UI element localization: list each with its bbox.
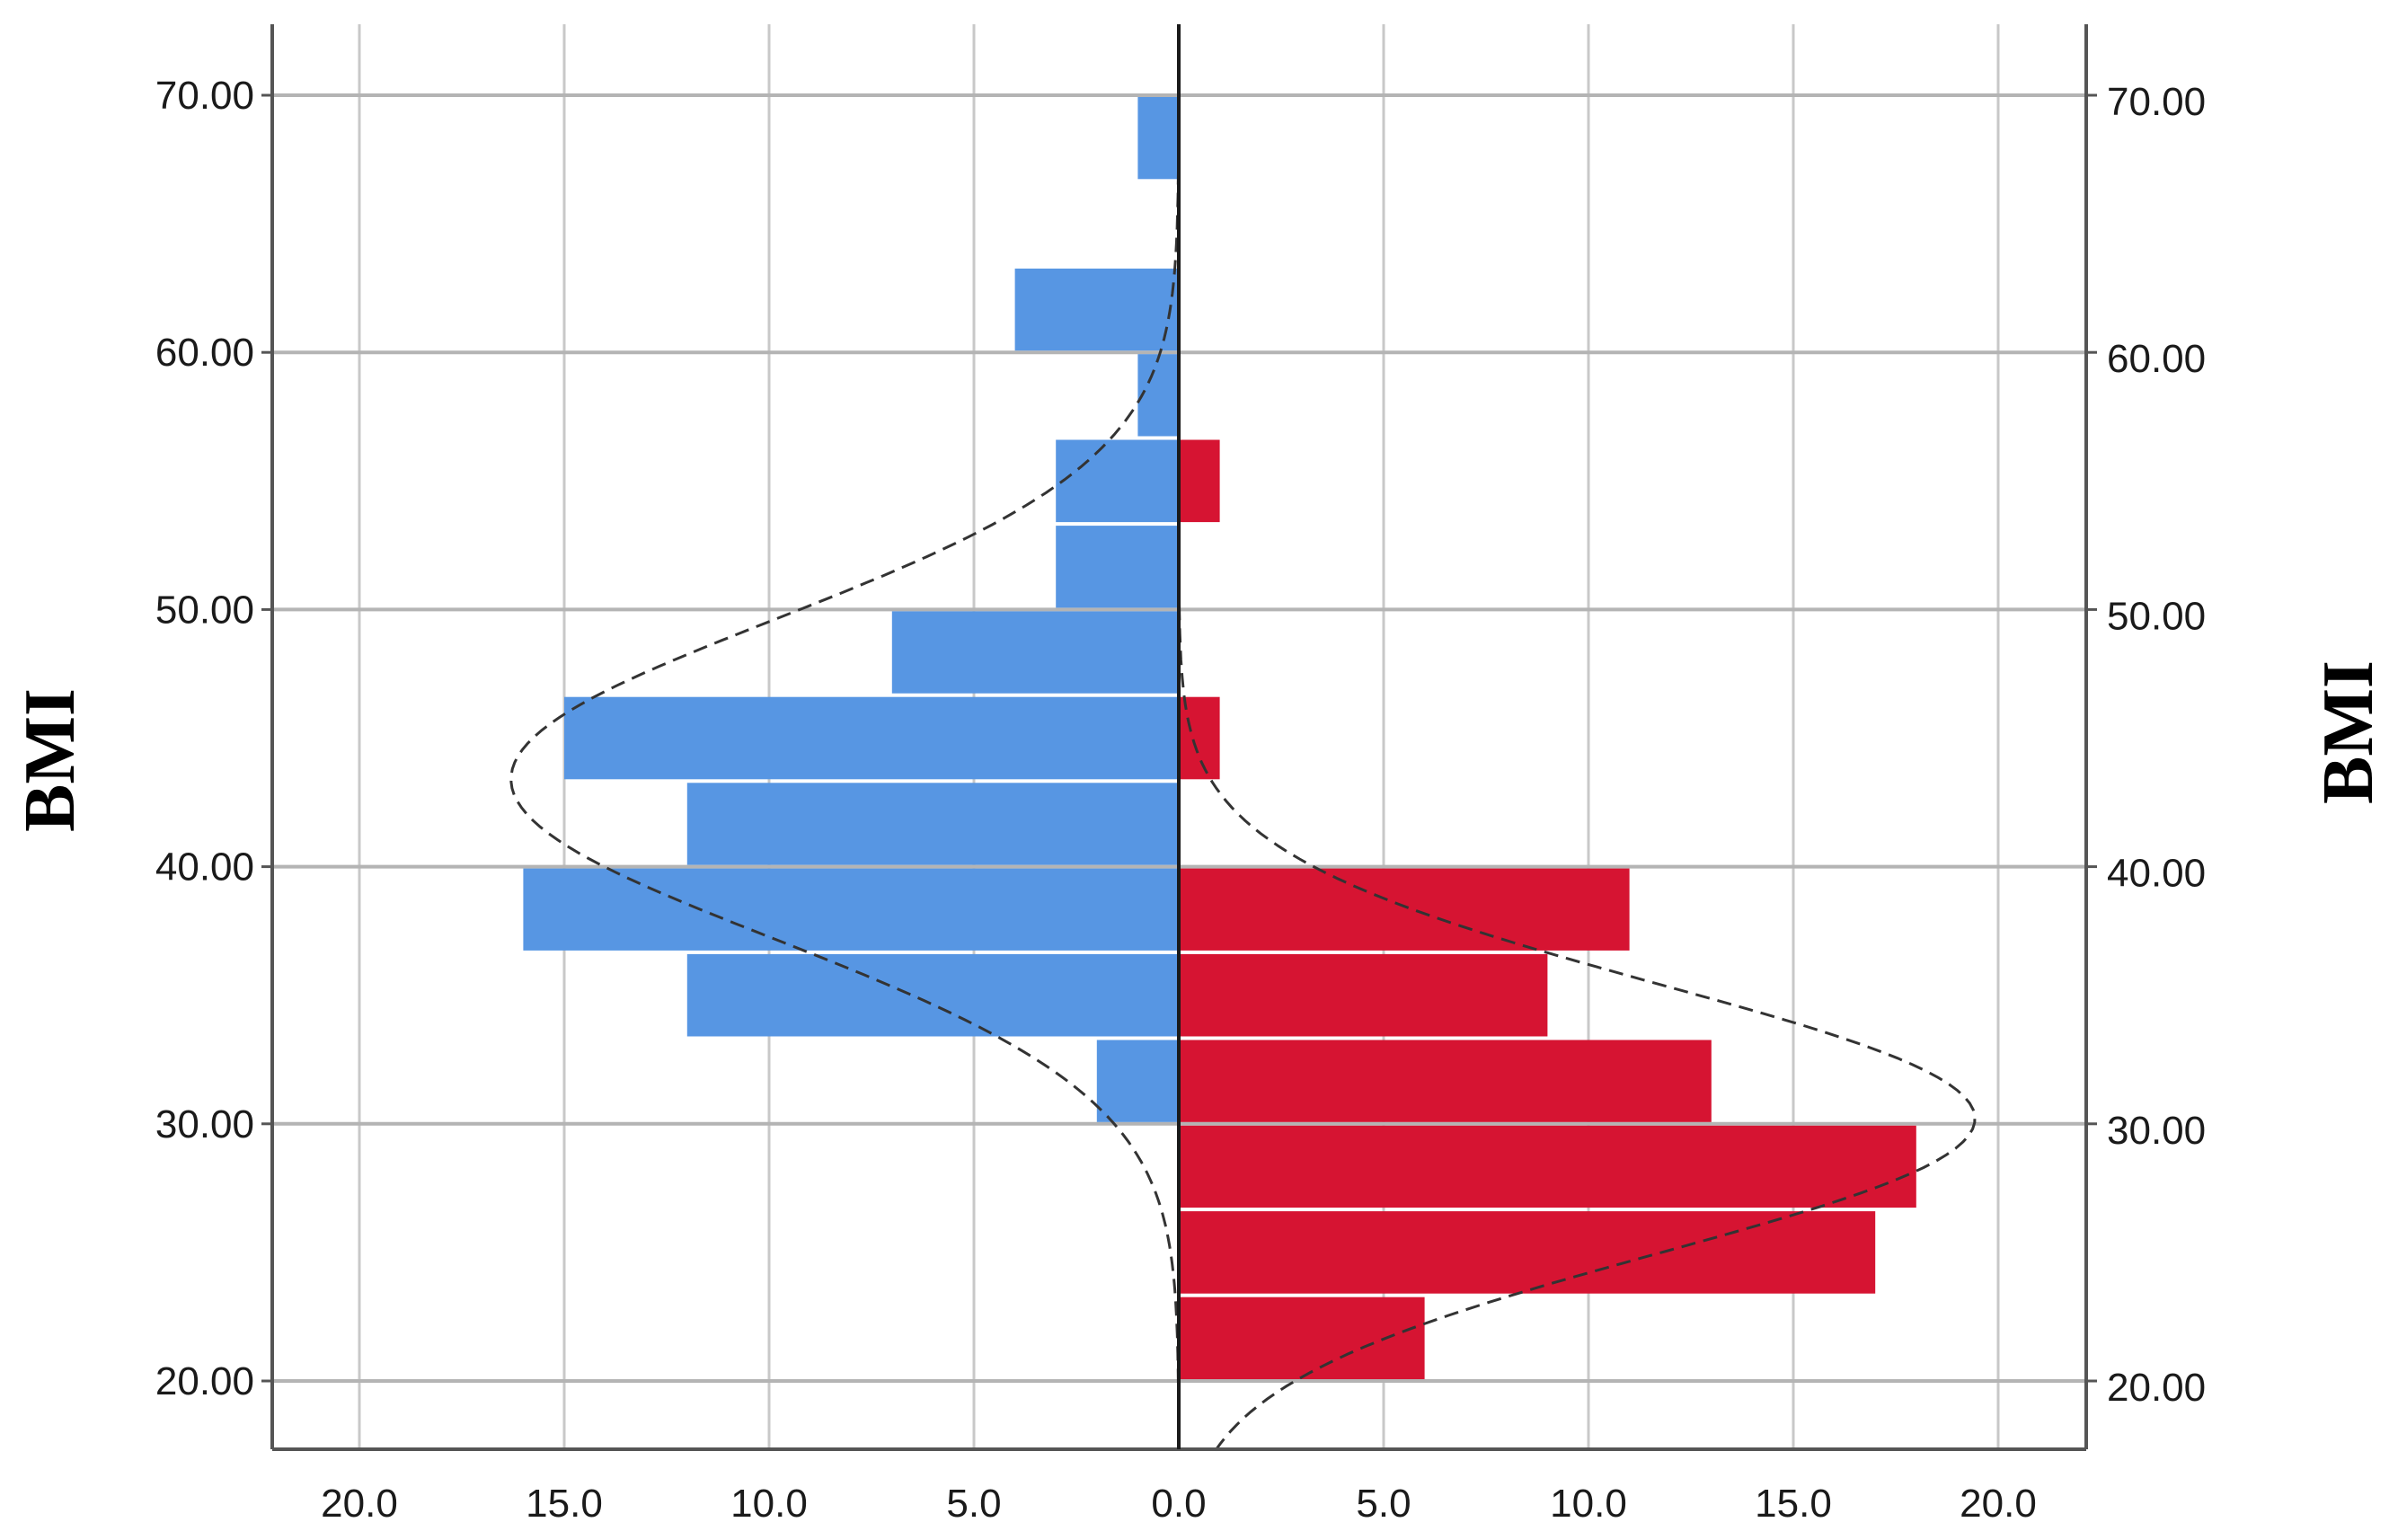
y-axis-title-left: BMI (11, 688, 90, 832)
histogram-bar-right (1179, 1040, 1712, 1122)
x-tick-label-left: 10.0 (730, 1482, 808, 1526)
x-tick-label-right: 20.0 (1960, 1482, 2037, 1526)
histogram-bar-left (1137, 97, 1179, 180)
y-tick-label-left: 20.00 (155, 1359, 254, 1403)
histogram-bar-right (1179, 868, 1630, 951)
y-tick-label-right: 70.00 (2107, 80, 2206, 124)
tick-labels: 20.00 20.00 30.00 30.00 40.00 40.00 50.00 50.00… (155, 74, 2206, 1526)
y-tick-label-left: 30.00 (155, 1102, 254, 1146)
histogram-bar-left (891, 611, 1179, 694)
histogram-bars (523, 97, 1916, 1379)
histogram-bar-right (1179, 1125, 1916, 1208)
histogram-bar-left (564, 696, 1179, 780)
histogram-bar-left (1014, 268, 1179, 351)
histogram-bar-right (1179, 439, 1220, 523)
histogram-bar-left (1137, 354, 1179, 437)
y-tick-label-right: 50.00 (2107, 594, 2206, 638)
y-tick-label-right: 20.00 (2107, 1366, 2206, 1410)
y-tick-label-right: 30.00 (2107, 1109, 2206, 1153)
y-tick-label-left: 60.00 (155, 331, 254, 375)
histogram-bar-left (1056, 439, 1179, 523)
x-tick-label-right: 10.0 (1550, 1482, 1627, 1526)
histogram-bar-left (1096, 1040, 1179, 1122)
histogram-bar-left (686, 953, 1179, 1037)
y-tick-label-left: 40.00 (155, 845, 254, 889)
histogram-bar-left (1056, 526, 1179, 608)
x-tick-label-right: 15.0 (1755, 1482, 1832, 1526)
histogram-bar-left (523, 868, 1179, 951)
x-tick-label-center: 0.0 (1151, 1482, 1206, 1526)
y-tick-label-right: 60.00 (2107, 337, 2206, 381)
x-tick-label-left: 20.0 (321, 1482, 398, 1526)
x-tick-label-left: 5.0 (946, 1482, 1001, 1526)
x-tick-label-left: 15.0 (526, 1482, 603, 1526)
histogram-bar-left (686, 783, 1179, 865)
x-tick-label-right: 5.0 (1356, 1482, 1411, 1526)
axes (261, 24, 2097, 1451)
y-tick-label-left: 50.00 (155, 588, 254, 632)
histogram-bar-right (1179, 953, 1548, 1037)
histogram-bar-right (1179, 696, 1220, 780)
y-tick-label-right: 40.00 (2107, 852, 2206, 896)
histogram-bar-right (1179, 1211, 1876, 1294)
y-axis-title-right: BMI (2309, 660, 2388, 804)
y-tick-label-left: 70.00 (155, 74, 254, 118)
